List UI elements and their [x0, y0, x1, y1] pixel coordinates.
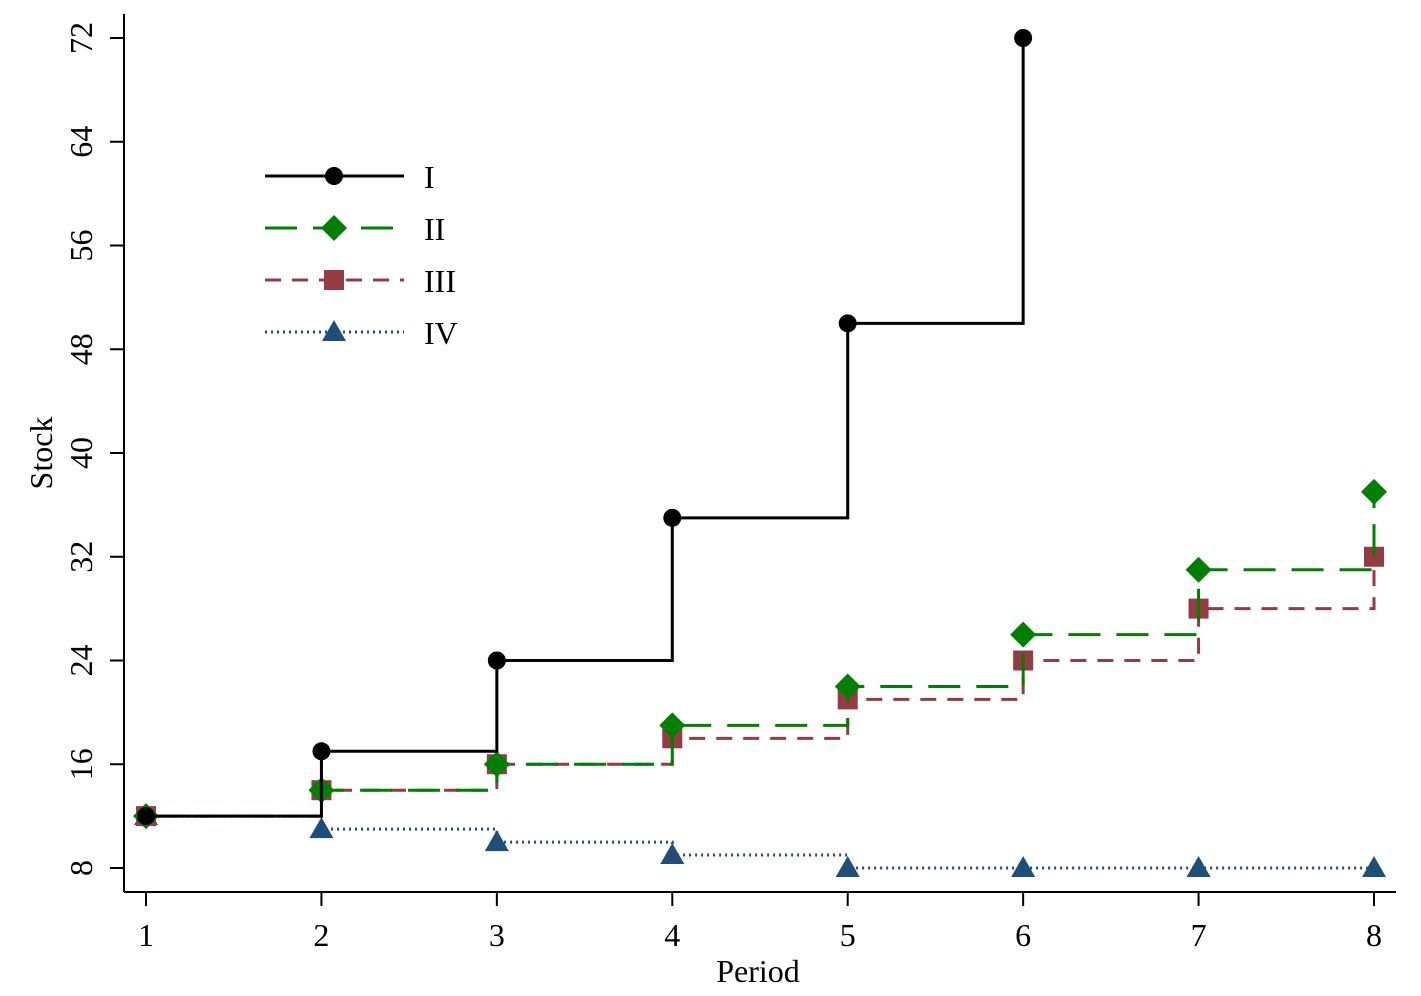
y-tick-label: 16: [63, 748, 99, 780]
x-tick-label: 6: [1015, 917, 1031, 953]
data-point-IV: [1186, 856, 1211, 877]
series-line-II: [146, 491, 1376, 818]
y-tick-label: 72: [63, 22, 99, 54]
data-point-IV: [484, 830, 509, 852]
data-point-IV: [660, 843, 685, 865]
legend-marker: [324, 270, 344, 290]
data-point-I: [663, 508, 682, 527]
x-tick-label: 4: [664, 917, 680, 953]
x-tick-label: 3: [489, 917, 505, 953]
data-point-IV: [1011, 856, 1036, 877]
data-point-IV: [309, 817, 334, 839]
x-axis-label: Period: [716, 953, 800, 989]
x-tick-label: 5: [840, 917, 856, 953]
legend-label: III: [424, 263, 456, 299]
series-II: [133, 478, 1387, 830]
axes: [123, 14, 1396, 893]
legend-marker: [322, 320, 346, 341]
legend-item-II: II: [265, 211, 445, 247]
x-tick-label: 1: [138, 917, 154, 953]
y-tick-label: 32: [63, 541, 99, 573]
data-point-I: [838, 314, 857, 333]
y-tick-label: 8: [63, 860, 99, 876]
data-point-III: [1364, 546, 1384, 567]
data-point-II: [1361, 478, 1387, 505]
data-point-II: [659, 712, 686, 739]
x-ticks: 1 2 3 4 5 6 7 8: [138, 892, 1382, 953]
data-point-IV: [1362, 856, 1386, 877]
x-tick-label: 2: [313, 917, 329, 953]
legend-marker: [325, 167, 343, 185]
series-I: [137, 29, 1033, 826]
legend-label: I: [424, 159, 435, 195]
data-point-IV: [835, 856, 860, 877]
data-point-II: [834, 673, 861, 700]
legend-label: II: [424, 211, 445, 247]
series-line-I: [146, 38, 1025, 818]
legend-item-I: I: [265, 159, 435, 195]
y-tick-label: 40: [63, 437, 99, 469]
data-point-I: [137, 807, 155, 826]
data-point-I: [312, 742, 331, 761]
y-ticks: 8 16 24 32 40 48 56 64 72: [63, 22, 124, 876]
series-layer: [133, 29, 1387, 877]
y-tick-label: 48: [63, 333, 99, 365]
series-line-III: [146, 556, 1376, 818]
data-point-II: [1010, 621, 1037, 648]
y-tick-label: 56: [63, 230, 99, 262]
legend-item-IV: IV: [265, 315, 458, 351]
y-axis-label: Stock: [23, 417, 59, 490]
y-tick-label: 24: [63, 645, 99, 677]
y-tick-label: 64: [63, 126, 99, 158]
legend-item-III: III: [265, 263, 456, 299]
series-line-IV: [146, 814, 1374, 870]
legend-label: IV: [424, 315, 458, 351]
x-tick-label: 7: [1191, 917, 1207, 953]
data-point-I: [1014, 29, 1033, 47]
data-point-I: [487, 651, 506, 670]
legend-marker: [321, 215, 347, 241]
data-point-II: [483, 751, 510, 778]
x-tick-label: 8: [1366, 917, 1382, 953]
data-point-II: [1185, 556, 1212, 583]
